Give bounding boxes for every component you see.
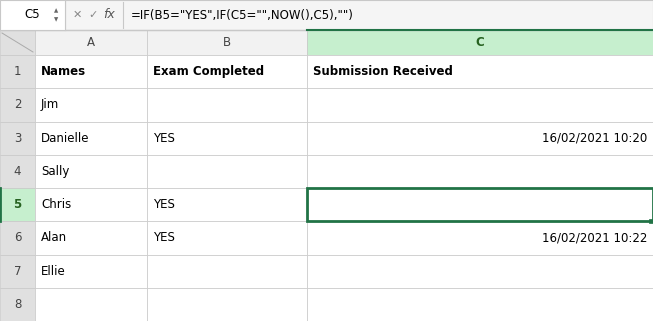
Text: ▲: ▲ xyxy=(54,8,58,13)
Bar xyxy=(35,122,147,155)
Bar xyxy=(307,88,653,122)
Text: Chris: Chris xyxy=(41,198,71,211)
Bar xyxy=(0,155,35,188)
Bar xyxy=(649,219,653,223)
Text: YES: YES xyxy=(153,132,175,145)
Bar xyxy=(307,30,653,55)
Bar xyxy=(147,30,307,55)
Text: Submission Received: Submission Received xyxy=(313,65,453,78)
Text: ▼: ▼ xyxy=(54,17,58,22)
Bar xyxy=(147,122,307,155)
Text: Names: Names xyxy=(41,65,86,78)
Text: 6: 6 xyxy=(14,231,22,244)
Bar xyxy=(0,188,35,221)
Text: YES: YES xyxy=(153,231,175,244)
Text: 1: 1 xyxy=(14,65,22,78)
Bar xyxy=(35,188,147,221)
Bar xyxy=(307,122,653,155)
Text: 5: 5 xyxy=(13,198,22,211)
Bar xyxy=(307,188,653,221)
Bar xyxy=(35,30,147,55)
Bar xyxy=(147,155,307,188)
Bar xyxy=(0,0,65,30)
Bar xyxy=(0,288,35,321)
Bar xyxy=(147,55,307,88)
Text: 16/02/2021 10:20: 16/02/2021 10:20 xyxy=(542,132,647,145)
Text: Danielle: Danielle xyxy=(41,132,89,145)
Bar xyxy=(307,55,653,88)
Bar xyxy=(35,88,147,122)
Text: 4: 4 xyxy=(14,165,22,178)
Bar xyxy=(0,88,35,122)
Text: 16/02/2021 10:22: 16/02/2021 10:22 xyxy=(541,231,647,244)
Bar xyxy=(35,55,147,88)
Text: 16/02/2021 10:21: 16/02/2021 10:21 xyxy=(541,198,647,211)
Text: C: C xyxy=(475,36,485,49)
Bar xyxy=(147,255,307,288)
Bar xyxy=(0,221,35,255)
Bar xyxy=(0,30,35,55)
Text: YES: YES xyxy=(153,198,175,211)
Bar xyxy=(147,88,307,122)
Bar xyxy=(0,55,35,88)
Text: 2: 2 xyxy=(14,98,22,111)
Bar xyxy=(147,288,307,321)
Text: Sally: Sally xyxy=(41,165,69,178)
Text: 8: 8 xyxy=(14,298,21,311)
Bar xyxy=(0,122,35,155)
Bar xyxy=(307,221,653,255)
Text: B: B xyxy=(223,36,231,49)
Bar xyxy=(35,155,147,188)
Text: C5: C5 xyxy=(25,8,40,22)
Text: Alan: Alan xyxy=(41,231,67,244)
Text: Ellie: Ellie xyxy=(41,265,66,278)
Text: A: A xyxy=(87,36,95,49)
Text: Exam Completed: Exam Completed xyxy=(153,65,264,78)
Bar xyxy=(0,0,653,30)
Bar xyxy=(0,255,35,288)
Text: =IF(B5="YES",IF(C5="",NOW(),C5),""): =IF(B5="YES",IF(C5="",NOW(),C5),"") xyxy=(131,8,354,22)
Bar xyxy=(35,255,147,288)
Bar xyxy=(35,288,147,321)
Text: ✓: ✓ xyxy=(88,10,98,20)
Bar xyxy=(147,188,307,221)
Bar xyxy=(147,221,307,255)
Bar xyxy=(307,155,653,188)
Text: fx: fx xyxy=(103,8,115,22)
Text: 7: 7 xyxy=(14,265,22,278)
Text: 3: 3 xyxy=(14,132,21,145)
Bar xyxy=(307,288,653,321)
Bar xyxy=(35,221,147,255)
Text: ✕: ✕ xyxy=(72,10,82,20)
Bar xyxy=(307,255,653,288)
Text: Jim: Jim xyxy=(41,98,59,111)
